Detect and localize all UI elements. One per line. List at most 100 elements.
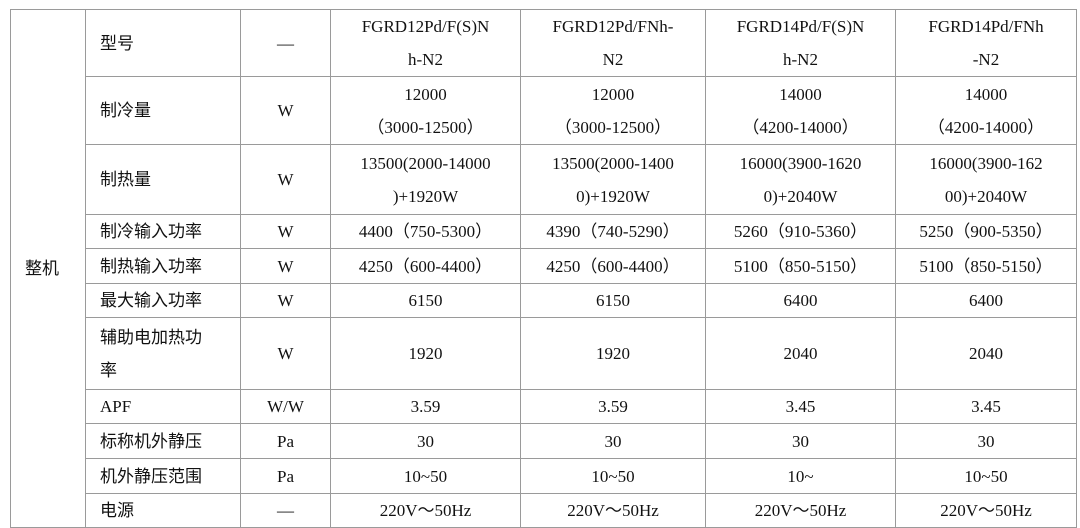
unit-cell: W/W xyxy=(240,389,331,424)
value-cell: FGRD12Pd/F(S)N h-N2 xyxy=(330,9,521,77)
value-cell: 30 xyxy=(705,423,896,459)
value-cell: 10~ xyxy=(705,458,896,494)
value-cell: 5100（850-5150） xyxy=(705,248,896,284)
cell-line: -N2 xyxy=(972,50,1000,69)
unit-cell: W xyxy=(240,76,331,145)
table-row: 标称机外静压 Pa 30 30 30 30 xyxy=(11,423,1077,459)
cell-line: 13500(2000-1400 xyxy=(552,153,674,173)
table-row: 制热输入功率 W 4250（600-4400） 4250（600-4400） 5100（… xyxy=(11,248,1077,284)
cell-line: （4200-14000） xyxy=(742,117,859,137)
cell-line: h-N2 xyxy=(783,50,818,69)
cell-line: FGRD14Pd/F(S)N xyxy=(736,17,865,36)
cell-line: FGRD12Pd/F(S)N xyxy=(361,17,490,36)
cell-line: 12000 xyxy=(404,84,447,104)
value-cell: 5100（850-5150） xyxy=(895,248,1077,284)
table-row: 制冷输入功率 W 4400（750-5300） 4390（740-5290） 5260（… xyxy=(11,214,1077,249)
table-row: 机外静压范围 Pa 10~50 10~50 10~ 10~50 xyxy=(11,458,1077,494)
table-row: 最大输入功率 W 6150 6150 6400 6400 xyxy=(11,283,1077,318)
value-cell: 30 xyxy=(520,423,706,459)
value-cell: 10~50 xyxy=(520,458,706,494)
cell-line: 率 xyxy=(100,360,117,380)
value-cell: 2040 xyxy=(895,317,1077,390)
table-row: APF W/W 3.59 3.59 3.45 3.45 xyxy=(11,389,1077,424)
value-cell: 14000 （4200-14000） xyxy=(705,76,896,145)
value-cell: 6400 xyxy=(895,283,1077,318)
value-cell: 3.59 xyxy=(520,389,706,424)
cell-line: （3000-12500） xyxy=(554,117,672,137)
value-cell: 6150 xyxy=(520,283,706,318)
value-cell: 4250（600-4400） xyxy=(330,248,521,284)
unit-cell: W xyxy=(240,214,331,249)
value-cell: 5250（900-5350） xyxy=(895,214,1077,249)
cell-line: 16000(3900-1620 xyxy=(739,153,862,173)
unit-cell: Pa xyxy=(240,423,331,459)
group-label: 整机 xyxy=(10,9,86,528)
unit-cell: — xyxy=(240,9,331,77)
row-label: 最大输入功率 xyxy=(85,283,241,318)
row-label: APF xyxy=(85,389,241,424)
value-cell: 3.45 xyxy=(705,389,896,424)
row-label: 制冷量 xyxy=(85,76,241,145)
table-row: 电源 —220V～50Hz 220V～50Hz 220V～50Hz 220V～50Hz xyxy=(11,493,1077,528)
table-row: 辅助电加热功率 W 1920 1920 2040 2040 xyxy=(11,317,1077,390)
value-cell: 13500(2000-14000 )+1920W xyxy=(330,144,521,215)
cell-line: （3000-12500） xyxy=(367,117,484,137)
value-cell: 13500(2000-1400 0)+1920W xyxy=(520,144,706,215)
cell-line: 辅助电加热功 xyxy=(100,327,202,347)
unit-cell: W xyxy=(240,248,331,284)
value-cell: 2040 xyxy=(705,317,896,390)
cell-line: 14000 xyxy=(964,84,1008,104)
value-cell: 4390（740-5290） xyxy=(520,214,706,249)
cell-line: 00)+2040W xyxy=(944,186,1028,206)
unit-cell: W xyxy=(240,144,331,215)
value-cell: FGRD14Pd/FNh -N2 xyxy=(895,9,1077,77)
row-label: 制热输入功率 xyxy=(85,248,241,284)
value-cell: 220V～50Hz xyxy=(895,493,1077,528)
table-row: 整机 型号 — FGRD12Pd/F(S)N h-N2 FGRD12Pd/FNh- N2 FG… xyxy=(10,9,1077,528)
row-label: 制冷输入功率 xyxy=(85,214,241,249)
value-cell: 6150 xyxy=(330,283,521,318)
spec-table: 整机 型号 — FGRD12Pd/F(S)N h-N2 FGRD12Pd/FNh- N2 FG… xyxy=(10,9,1077,528)
value-cell: 6400 xyxy=(705,283,896,318)
value-cell: 4400（750-5300） xyxy=(330,214,521,249)
value-cell: 5260（910-5360） xyxy=(705,214,896,249)
row-label: 辅助电加热功率 xyxy=(85,317,241,390)
unit-cell: Pa xyxy=(240,458,331,494)
cell-line: 0)+1920W xyxy=(576,186,650,206)
value-cell: 12000 （3000-12500） xyxy=(520,76,706,145)
value-cell: 220V～50Hz xyxy=(705,493,896,528)
cell-line: )+1920W xyxy=(392,186,459,206)
table-row: 制热量 W 13500(2000-14000)+1920W 13500(2000-14… xyxy=(11,144,1077,215)
value-cell: FGRD14Pd/F(S)N h-N2 xyxy=(705,9,896,77)
value-cell: 12000 （3000-12500） xyxy=(330,76,521,145)
cell-line: 12000 xyxy=(591,84,635,104)
cell-line: FGRD14Pd/FNh xyxy=(928,17,1044,36)
unit-cell: W xyxy=(240,283,331,318)
value-cell: 3.59 xyxy=(330,389,521,424)
value-cell: 3.45 xyxy=(895,389,1077,424)
cell-line: h-N2 xyxy=(408,50,443,69)
value-cell: 14000 （4200-14000） xyxy=(895,76,1077,145)
value-cell: 10~50 xyxy=(895,458,1077,494)
value-cell: 10~50 xyxy=(330,458,521,494)
value-cell: 30 xyxy=(895,423,1077,459)
row-label: 型号 xyxy=(85,9,241,77)
value-cell: 4250（600-4400） xyxy=(520,248,706,284)
value-cell: 16000(3900-1620 0)+2040W xyxy=(705,144,896,215)
cell-line: 13500(2000-14000 xyxy=(360,153,491,173)
row-label: 标称机外静压 xyxy=(85,423,241,459)
unit-cell: W xyxy=(240,317,331,390)
value-cell: 1920 xyxy=(520,317,706,390)
cell-line: 0)+2040W xyxy=(763,186,838,206)
row-label: 机外静压范围 xyxy=(85,458,241,494)
value-cell: 220V～50Hz xyxy=(330,493,521,528)
value-cell: 1920 xyxy=(330,317,521,390)
cell-line: （4200-14000） xyxy=(927,117,1045,137)
value-cell: 220V～50Hz xyxy=(520,493,706,528)
row-label: 电源 xyxy=(85,493,241,528)
cell-line: N2 xyxy=(602,50,624,69)
table-row: 制冷量 W 12000 （3000-12500） 12000 （3000-12500） 14… xyxy=(11,76,1077,145)
cell-line: 14000 xyxy=(779,84,822,104)
unit-cell: — xyxy=(240,493,331,528)
